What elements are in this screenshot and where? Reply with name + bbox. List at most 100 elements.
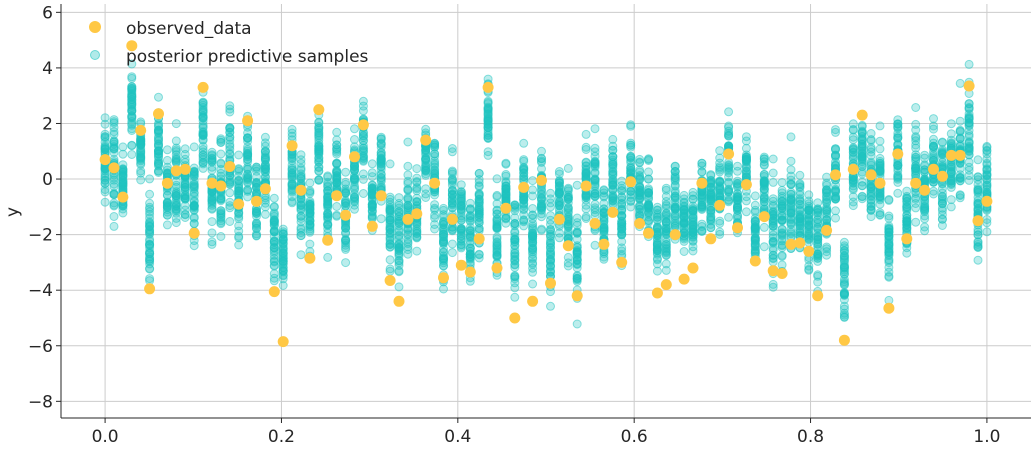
sample-point [350, 124, 359, 134]
sample-point [750, 200, 760, 210]
sample-point [296, 211, 306, 221]
sample-point [447, 248, 457, 258]
sample-point [474, 169, 484, 178]
sample-point [697, 192, 707, 202]
sample-point [563, 192, 573, 202]
sample-point [109, 200, 119, 210]
sample-point [590, 168, 600, 178]
observed-point [268, 286, 280, 298]
sample-point [243, 192, 253, 202]
observed-point [740, 179, 752, 191]
sample-point [546, 219, 555, 229]
observed-point [803, 245, 815, 257]
sample-point [385, 194, 395, 204]
sample-point [519, 193, 529, 203]
sample-point [759, 197, 769, 207]
sample-point [688, 226, 698, 236]
observed-point [598, 238, 610, 250]
sample-point [652, 240, 662, 250]
sample-point [127, 150, 137, 159]
sample-point [911, 217, 921, 227]
observed-point [928, 163, 939, 175]
sample-point [546, 202, 555, 212]
sample-point [528, 176, 538, 186]
sample-point [456, 226, 466, 236]
sample-point [278, 274, 288, 284]
sample-point [492, 251, 502, 261]
sample-point [626, 120, 636, 130]
sample-point [234, 150, 244, 160]
observed-point [473, 233, 485, 245]
y-tick-label: 2 [42, 114, 53, 134]
sample-point [376, 159, 386, 169]
sample-point [848, 125, 858, 135]
sample-point [154, 146, 163, 156]
observed-point [589, 218, 601, 229]
sample-point [546, 246, 555, 256]
sample-point [341, 258, 351, 268]
sample-point [857, 126, 867, 136]
sample-point [848, 197, 858, 207]
observed-point [963, 80, 975, 92]
sample-point [964, 144, 974, 153]
sample-point [590, 240, 600, 250]
sample-point [866, 184, 876, 194]
sample-point [786, 165, 796, 175]
sample-point [234, 212, 244, 222]
sample-point [510, 256, 520, 266]
x-tick-label: 1.0 [973, 427, 1000, 447]
observed-point [340, 209, 352, 221]
observed-point [464, 266, 476, 278]
sample-point [875, 165, 885, 175]
observed-point [491, 262, 503, 274]
sample-point [893, 140, 903, 150]
sample-point [350, 173, 359, 183]
sample-point [804, 233, 814, 243]
sample-point [857, 152, 867, 162]
sample-point [367, 193, 377, 203]
sample-point [127, 92, 137, 102]
sample-point [741, 155, 751, 165]
sample-point [109, 173, 119, 183]
sample-point [715, 218, 725, 228]
sample-point [376, 175, 386, 185]
sample-point [439, 284, 448, 294]
sample-point [626, 196, 636, 206]
sample-point [955, 141, 965, 151]
sample-point [145, 256, 155, 266]
sample-point [893, 128, 903, 138]
sample-point [759, 154, 769, 164]
sample-point [234, 186, 244, 196]
sample-point [145, 240, 155, 250]
observed-point [972, 215, 984, 227]
sample-point [394, 238, 404, 248]
observed-point [393, 295, 405, 307]
sample-point [305, 188, 315, 198]
observed-point [981, 195, 993, 207]
sample-point [572, 271, 582, 281]
sample-point [447, 226, 457, 236]
sample-point [848, 152, 858, 162]
sample-point [920, 150, 930, 160]
sample-point [260, 141, 270, 151]
sample-point [866, 202, 876, 212]
sample-point [332, 144, 342, 153]
sample-point [127, 117, 137, 126]
x-tick-label: 0.8 [797, 427, 824, 447]
sample-point [884, 248, 894, 258]
sample-point [528, 228, 538, 238]
sample-point [403, 229, 413, 239]
sample-point [866, 135, 876, 144]
sample-point [777, 203, 787, 213]
sample-point [572, 319, 582, 329]
sample-point [706, 175, 716, 185]
observed-point [224, 161, 236, 172]
sample-point [269, 247, 279, 257]
sample-point [857, 139, 867, 149]
observed-point [277, 336, 289, 348]
sample-point [145, 198, 155, 208]
sample-point [839, 308, 849, 318]
sample-point [225, 107, 235, 117]
sample-point [367, 159, 377, 169]
sample-point [964, 59, 974, 69]
